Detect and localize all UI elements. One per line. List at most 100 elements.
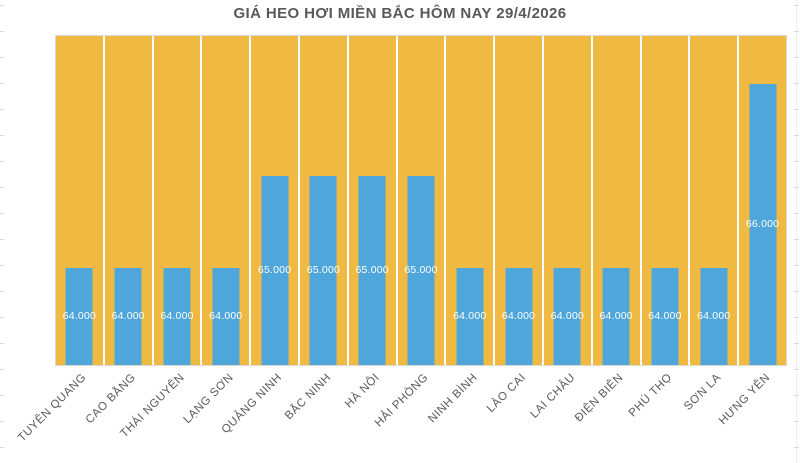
category-column: 64.000 bbox=[544, 36, 593, 365]
bar-value-label: 64.000 bbox=[453, 310, 487, 323]
bar-value-label: 65.000 bbox=[355, 264, 389, 277]
right-edge-tick bbox=[794, 395, 799, 396]
x-axis-label: THÁI NGUYÊN bbox=[118, 371, 187, 441]
chart-title: GIÁ HEO HƠI MIỀN BẮC HÔM NAY 29/4/2026 bbox=[233, 5, 567, 22]
x-axis-label: HÀ NỘI bbox=[343, 371, 383, 411]
left-edge-tick bbox=[0, 343, 4, 344]
bar: 65.000 bbox=[257, 175, 292, 365]
x-axis-label: LAI CHÂU bbox=[527, 371, 578, 421]
bar-value-label: 64.000 bbox=[550, 310, 585, 323]
left-edge-tick bbox=[0, 369, 4, 370]
category-column: 65.000 bbox=[398, 36, 447, 365]
category-column: 64.000 bbox=[154, 36, 203, 365]
bar: 65.000 bbox=[355, 175, 389, 365]
left-edge-tick bbox=[0, 213, 4, 214]
bar: 65.000 bbox=[306, 175, 341, 365]
right-edge-tick bbox=[794, 239, 799, 240]
bar-value-label: 65.000 bbox=[404, 264, 438, 277]
bar: 64.000 bbox=[599, 267, 633, 365]
left-edge-tick bbox=[0, 317, 4, 318]
bar-value-label: 65.000 bbox=[306, 264, 341, 277]
bar-value-label: 65.000 bbox=[257, 264, 292, 277]
category-column: 64.000 bbox=[105, 36, 154, 365]
bar-value-label: 66.000 bbox=[745, 218, 780, 231]
bar-value-label: 64.000 bbox=[599, 310, 633, 323]
right-edge-tick bbox=[794, 161, 799, 162]
bar: 64.000 bbox=[62, 267, 97, 365]
left-edge-tick bbox=[0, 57, 4, 58]
category-column: 66.000 bbox=[739, 36, 786, 365]
bar: 64.000 bbox=[648, 267, 681, 365]
right-edge-tick bbox=[794, 109, 799, 110]
bar: 64.000 bbox=[111, 267, 145, 365]
left-edge-tick bbox=[0, 187, 4, 188]
x-axis-label: ĐIỆN BIÊN bbox=[573, 371, 627, 425]
right-edge-line bbox=[796, 0, 797, 463]
x-axis-label: LÀO CAI bbox=[484, 371, 529, 415]
left-edge-tick bbox=[0, 5, 4, 6]
x-axis-label: BẮC NINH bbox=[282, 371, 334, 423]
right-edge-tick bbox=[794, 31, 799, 32]
x-axis-label: LẠNG SƠN bbox=[181, 371, 236, 426]
bar-value-label: 64.000 bbox=[697, 310, 731, 323]
bar-value-label: 64.000 bbox=[160, 310, 194, 323]
left-edge-tick bbox=[0, 161, 4, 162]
left-edge-tick bbox=[0, 31, 4, 32]
left-edge-tick bbox=[0, 109, 4, 110]
category-column: 64.000 bbox=[56, 36, 105, 365]
left-edge-tick bbox=[0, 265, 4, 266]
bar: 65.000 bbox=[404, 175, 438, 365]
category-column: 65.000 bbox=[300, 36, 349, 365]
x-axis-labels: TUYÊN QUANG CAO BẰNG THÁI NGUYÊN LẠNG SƠN QU… bbox=[16, 370, 787, 463]
x-axis-label: PHÚ THỌ bbox=[626, 371, 675, 420]
category-column: 64.000 bbox=[593, 36, 642, 365]
bar: 64.000 bbox=[209, 267, 243, 365]
right-edge-tick bbox=[794, 213, 799, 214]
category-column: 64.000 bbox=[446, 36, 496, 365]
x-axis-label: QUẢNG NINH bbox=[219, 371, 285, 437]
bar-value-label: 64.000 bbox=[501, 310, 536, 323]
category-column: 65.000 bbox=[251, 36, 300, 365]
right-edge-tick bbox=[794, 135, 799, 136]
category-column: 64.000 bbox=[202, 36, 252, 365]
right-edge-tick bbox=[794, 57, 799, 58]
right-edge-tick bbox=[794, 317, 799, 318]
right-edge-tick bbox=[794, 447, 799, 448]
right-edge-tick bbox=[794, 369, 799, 370]
plot-area: 64.000 64.000 64.000 64.000 65.000 65.000 65.0… bbox=[55, 35, 787, 366]
left-edge-tick bbox=[0, 447, 4, 448]
right-edge-tick bbox=[794, 291, 799, 292]
bar: 64.000 bbox=[453, 267, 487, 365]
x-axis-label: HƯNG YÊN bbox=[716, 371, 773, 428]
left-edge-tick bbox=[0, 83, 4, 84]
x-axis-label: SƠN LA bbox=[682, 371, 724, 413]
left-edge-tick bbox=[0, 239, 4, 240]
x-axis-label: TUYÊN QUANG bbox=[16, 371, 90, 445]
right-edge-tick bbox=[794, 5, 799, 6]
bar: 64.000 bbox=[501, 267, 536, 365]
category-column: 65.000 bbox=[349, 36, 398, 365]
category-column: 64.000 bbox=[642, 36, 691, 365]
bar: 64.000 bbox=[697, 267, 731, 365]
left-edge-tick bbox=[0, 135, 4, 136]
bar-value-label: 64.000 bbox=[209, 310, 243, 323]
bar-value-label: 64.000 bbox=[62, 310, 97, 323]
x-axis-label: HẢI PHÒNG bbox=[372, 371, 431, 430]
x-axis-label: NINH BÌNH bbox=[425, 371, 480, 426]
right-edge-tick bbox=[794, 343, 799, 344]
right-edge-tick bbox=[794, 83, 799, 84]
bar: 66.000 bbox=[745, 83, 780, 365]
right-edge-tick bbox=[794, 265, 799, 266]
left-edge-tick bbox=[0, 395, 4, 396]
bar-value-label: 64.000 bbox=[111, 310, 145, 323]
bar: 64.000 bbox=[550, 267, 585, 365]
x-axis-label: CAO BẰNG bbox=[83, 371, 139, 427]
right-edge-tick bbox=[794, 421, 799, 422]
left-edge-tick bbox=[0, 421, 4, 422]
category-column: 64.000 bbox=[690, 36, 740, 365]
bar: 64.000 bbox=[160, 267, 194, 365]
right-edge-tick bbox=[794, 187, 799, 188]
left-edge-tick bbox=[0, 291, 4, 292]
category-column: 64.000 bbox=[495, 36, 544, 365]
